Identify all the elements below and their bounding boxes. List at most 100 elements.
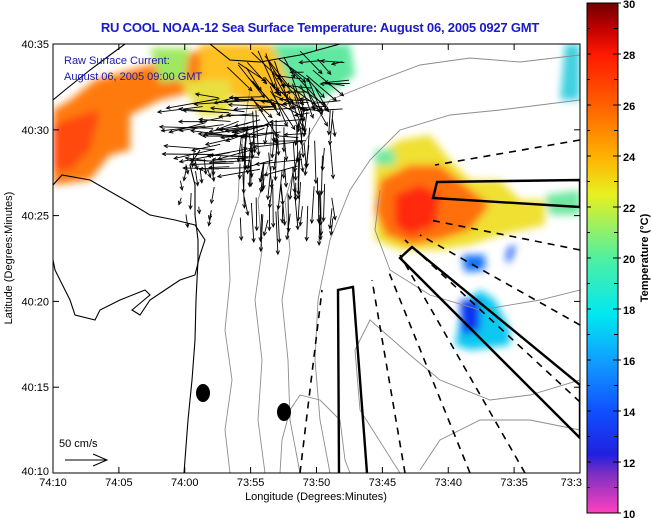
sst-patch-east-green [375,150,395,165]
colorbar-tick-label: 20 [623,254,635,266]
transect-line [404,239,580,403]
x-tick-label: 73:35 [500,477,528,489]
sst-patch-east-core [395,185,440,235]
contour-line [354,319,580,473]
current-time-label: August 06, 2005 09:00 GMT [64,71,202,83]
current-vector [292,142,298,182]
sst-patch-north-yellow [180,80,230,115]
transect-line [371,279,406,473]
current-vector [233,106,274,112]
current-vector [299,153,305,173]
current-vector [321,183,326,223]
y-tick-label: 40:35 [21,39,49,51]
x-tick-label: 74:05 [105,477,133,489]
current-vector [275,211,280,256]
coastline-nj [53,174,206,321]
current-vector [329,143,336,180]
colorbar-tick-label: 10 [623,509,635,518]
current-vector [331,119,337,138]
contour-line [314,99,580,473]
current-vector [237,62,267,82]
x-tick-labels: 74:10 74:05 74:00 73:55 73:50 73:45 73:40 73:35… [39,477,582,489]
current-vector [272,141,279,171]
current-vector [291,105,318,110]
contour-line [254,119,273,473]
current-vector [227,66,253,92]
coastline-north [53,44,126,101]
sampling-box-east [431,178,580,209]
current-vector [302,111,308,138]
current-vector [330,61,343,66]
current-title-label: Raw Surface Current: [64,55,170,67]
current-vector [283,56,295,79]
colorbar-tick-label: 14 [623,407,636,419]
current-vector [216,168,261,179]
current-vector [225,112,260,118]
colorbar-tick-label: 30 [623,0,635,11]
transect-line [399,254,526,473]
current-vector [204,138,231,146]
current-vector [283,137,289,162]
colorbar-tick-label: 22 [623,203,635,215]
sst-patch-blue-sliver [506,245,516,262]
current-vector [309,186,315,225]
y-tick-label: 40:30 [21,125,49,137]
current-vector [319,81,350,87]
current-vector [326,110,332,136]
current-vector [274,133,299,139]
coastline-northeast [209,44,341,63]
current-vector [208,122,249,134]
chart-title: RU COOL NOAA-12 Sea Surface Temperature:… [100,20,540,35]
current-vector [292,166,297,194]
current-vector [250,97,273,119]
y-tick-label: 40:25 [21,211,49,223]
axis-ticks [52,43,581,474]
dashed-transect-lines [299,139,580,473]
contour-line [419,419,580,471]
current-vector [285,96,300,129]
current-vector [189,128,223,136]
sampling-box-southeast [398,245,580,440]
current-vector [298,206,303,227]
station-marker [196,384,210,402]
current-vector [195,170,200,187]
current-vector [270,90,296,131]
current-vectors [156,50,350,256]
current-vector [194,160,199,171]
current-vector [273,137,278,182]
sst-patch-northwest-core [53,110,100,170]
current-vector [207,169,212,179]
current-vector [245,67,262,92]
colorbar-tick-label: 18 [623,305,635,317]
current-vector [269,86,288,127]
current-vector [286,193,291,233]
current-vector [197,131,251,137]
current-vector [263,165,298,177]
contour-line [224,89,251,473]
current-vector [242,171,247,209]
current-vector [304,205,309,242]
contour-line [279,394,351,473]
current-vector [182,166,188,182]
colorbar-tick-label: 26 [623,101,635,113]
coastline [53,44,341,473]
y-tick-label: 40:10 [21,466,49,478]
current-vector [317,58,332,76]
current-vector [278,58,311,83]
current-vector [210,165,216,182]
current-vector [267,179,274,209]
current-vector [227,102,273,108]
x-tick-label: 73:45 [369,477,397,489]
current-vector [282,101,309,106]
current-vector [185,214,190,229]
x-axis-label: Longitude (Degrees:Minutes) [245,491,387,503]
current-vector [257,50,276,89]
colorbar-label: Temperature (°C) [639,213,651,302]
colorbar-tick-label: 28 [623,50,635,62]
current-vector [294,192,300,231]
current-vector [247,76,276,107]
current-vector [239,217,244,242]
transect-line [299,289,323,473]
sst-patch-northeast-edge [560,44,580,100]
